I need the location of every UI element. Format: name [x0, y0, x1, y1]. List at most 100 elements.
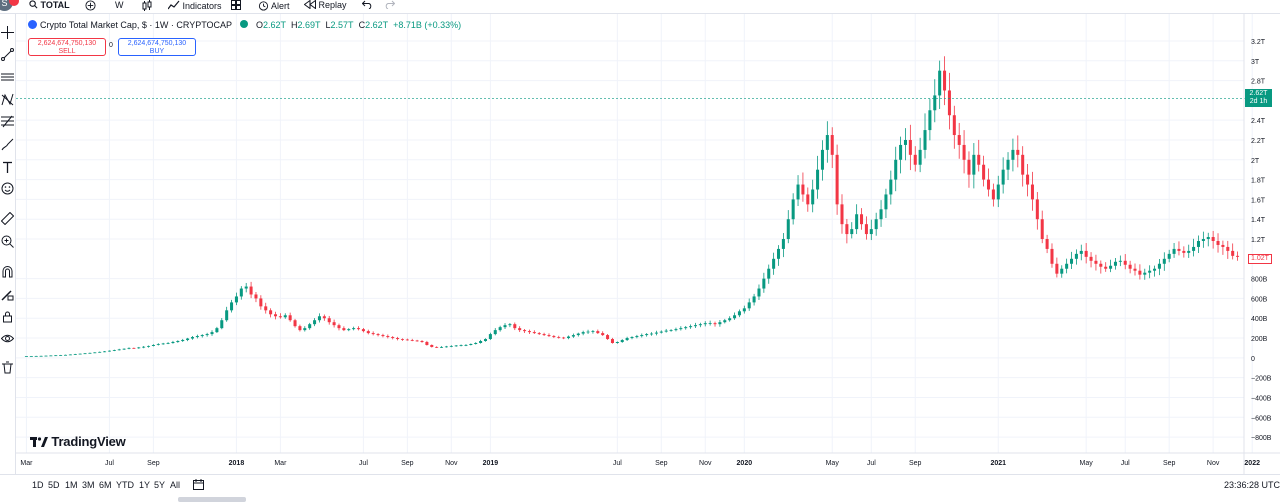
- candle-body: [776, 248, 781, 259]
- candle-body: [225, 310, 229, 321]
- emoji-icon[interactable]: [1, 182, 14, 195]
- candle-body: [723, 320, 727, 323]
- legend-title[interactable]: Crypto Total Market Cap, $ · 1W · CRYPTO…: [40, 20, 232, 30]
- candle-body: [1192, 246, 1196, 251]
- crosshair-icon[interactable]: [1, 26, 14, 39]
- candle-body: [952, 115, 956, 136]
- candle-body: [357, 328, 361, 330]
- candle-body: [415, 340, 419, 342]
- ruler-icon[interactable]: [1, 212, 14, 225]
- trend-line-icon[interactable]: [1, 48, 14, 61]
- sell-button[interactable]: 2,624,674,750,130 SELL: [28, 38, 106, 56]
- candle-body: [366, 331, 370, 334]
- eye-icon[interactable]: [1, 332, 14, 345]
- range-1m[interactable]: 1M: [65, 480, 78, 490]
- candle-body: [249, 286, 253, 295]
- candle-body: [503, 325, 507, 328]
- replay-button[interactable]: Replay: [303, 0, 347, 13]
- candle-body: [674, 329, 678, 331]
- search-icon: [29, 0, 38, 9]
- layouts-button[interactable]: [231, 0, 241, 13]
- candle-body: [1074, 253, 1078, 259]
- candle-body: [1065, 263, 1069, 269]
- range-ytd[interactable]: YTD: [116, 480, 134, 490]
- candle-body: [156, 344, 160, 345]
- lock-icon[interactable]: [1, 310, 14, 323]
- candle-body: [273, 314, 278, 317]
- lock-pencil-icon[interactable]: [1, 288, 14, 301]
- redo-button[interactable]: [384, 0, 396, 13]
- text-tool-icon[interactable]: [1, 161, 14, 174]
- price-axis[interactable]: 3.2T 3T 2.8T 2.4T 2.2T 2T 1.8T 1.6T 1.4T 1.2T 800B…: [1251, 39, 1272, 442]
- candle-body: [610, 339, 614, 343]
- candle-body: [88, 352, 92, 354]
- candle-body: [547, 335, 551, 337]
- scrollbar-thumb[interactable]: [178, 497, 246, 502]
- magnet-icon[interactable]: [1, 265, 14, 278]
- candle-body: [1001, 169, 1005, 185]
- go-to-date-button[interactable]: [193, 478, 204, 492]
- brush-icon[interactable]: [1, 138, 14, 151]
- price-tick-label: 200B: [1251, 336, 1268, 343]
- bottom-toolbar: 1D 5D 1M 3M 6M YTD 1Y 5Y All 23:36:28 UT…: [0, 474, 1280, 504]
- candle-body: [1182, 250, 1186, 253]
- candle-body: [400, 339, 404, 340]
- alert-button[interactable]: Alert: [258, 0, 290, 13]
- candle-body: [947, 90, 951, 116]
- utc-clock[interactable]: 23:36:28 UTC: [1223, 480, 1280, 490]
- candle-body: [571, 335, 575, 337]
- candle-body: [137, 347, 141, 349]
- candle-body: [840, 204, 844, 225]
- range-6m[interactable]: 6M: [99, 480, 112, 490]
- candle-body: [825, 135, 829, 150]
- buy-button[interactable]: 2,624,674,750,130 BUY: [118, 38, 196, 56]
- alert-label: Alert: [271, 1, 290, 11]
- pattern-icon[interactable]: [1, 93, 14, 106]
- symbol-search[interactable]: TOTAL: [29, 0, 70, 13]
- compare-symbol-button[interactable]: [85, 0, 96, 13]
- chart-type-button[interactable]: [142, 0, 152, 13]
- candle-body: [313, 320, 317, 325]
- candle-body: [889, 179, 893, 195]
- candle-body: [1113, 261, 1117, 266]
- candle-body: [962, 144, 966, 160]
- range-3m[interactable]: 3M: [82, 480, 95, 490]
- candle-body: [405, 339, 409, 341]
- undo-button[interactable]: [361, 0, 373, 13]
- range-5y[interactable]: 5Y: [154, 480, 166, 490]
- candle-body: [83, 353, 87, 355]
- indicators-button[interactable]: Indicators: [167, 0, 222, 13]
- buy-label: BUY: [149, 48, 165, 55]
- range-1y[interactable]: 1Y: [139, 480, 151, 490]
- plus-circle-icon: [85, 0, 96, 11]
- time-axis[interactable]: Mar Jul Sep 2018 Mar Jul Sep Nov 2019 Jul Sep Nov 20…: [20, 460, 1280, 467]
- candle-body: [752, 296, 756, 303]
- candle-body: [1221, 244, 1225, 247]
- range-5d[interactable]: 5D: [48, 480, 60, 490]
- user-avatar[interactable]: S: [0, 0, 13, 11]
- candle-body: [513, 324, 517, 329]
- candle-body: [1157, 263, 1161, 269]
- range-1d[interactable]: 1D: [32, 480, 44, 490]
- candle-body: [288, 315, 292, 321]
- time-tick-label: May: [826, 460, 840, 467]
- interval-button[interactable]: W: [115, 0, 124, 10]
- fib-retracement-icon[interactable]: [1, 115, 14, 128]
- candle-body: [469, 343, 473, 345]
- candle-body: [435, 346, 439, 348]
- time-tick-label: 2020: [737, 460, 753, 467]
- range-all[interactable]: All: [170, 480, 181, 490]
- tradingview-logo[interactable]: TradingView: [30, 434, 126, 449]
- change-value: +8.71B (+0.33%): [393, 20, 462, 30]
- candle-body: [24, 356, 28, 357]
- candle-body: [1050, 248, 1054, 264]
- candle-body: [49, 355, 53, 357]
- candle-body: [1109, 265, 1113, 269]
- trash-icon[interactable]: [1, 361, 14, 374]
- zoom-in-icon[interactable]: [1, 235, 14, 248]
- candle-body: [693, 325, 697, 327]
- candle-body: [938, 70, 942, 96]
- horizontal-lines-icon[interactable]: [1, 70, 14, 83]
- candle-body: [762, 278, 766, 289]
